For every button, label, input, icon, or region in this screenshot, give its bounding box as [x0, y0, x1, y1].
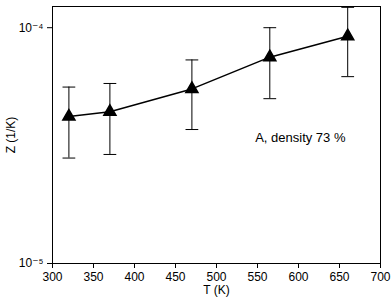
- svg-text:350: 350: [83, 270, 103, 284]
- svg-text:700: 700: [370, 270, 390, 284]
- svg-text:10⁻⁵: 10⁻⁵: [19, 256, 44, 270]
- svg-text:10⁻⁴: 10⁻⁴: [19, 21, 44, 35]
- svg-text:650: 650: [329, 270, 349, 284]
- svg-text:550: 550: [247, 270, 267, 284]
- svg-text:600: 600: [288, 270, 308, 284]
- svg-text:A, density 73 %: A, density 73 %: [255, 130, 346, 145]
- svg-text:450: 450: [165, 270, 185, 284]
- svg-text:500: 500: [206, 270, 227, 284]
- svg-text:Z (1/K): Z (1/K): [4, 117, 18, 154]
- svg-text:400: 400: [124, 270, 144, 284]
- svg-text:300: 300: [42, 270, 62, 284]
- svg-text:T (K): T (K): [203, 283, 229, 297]
